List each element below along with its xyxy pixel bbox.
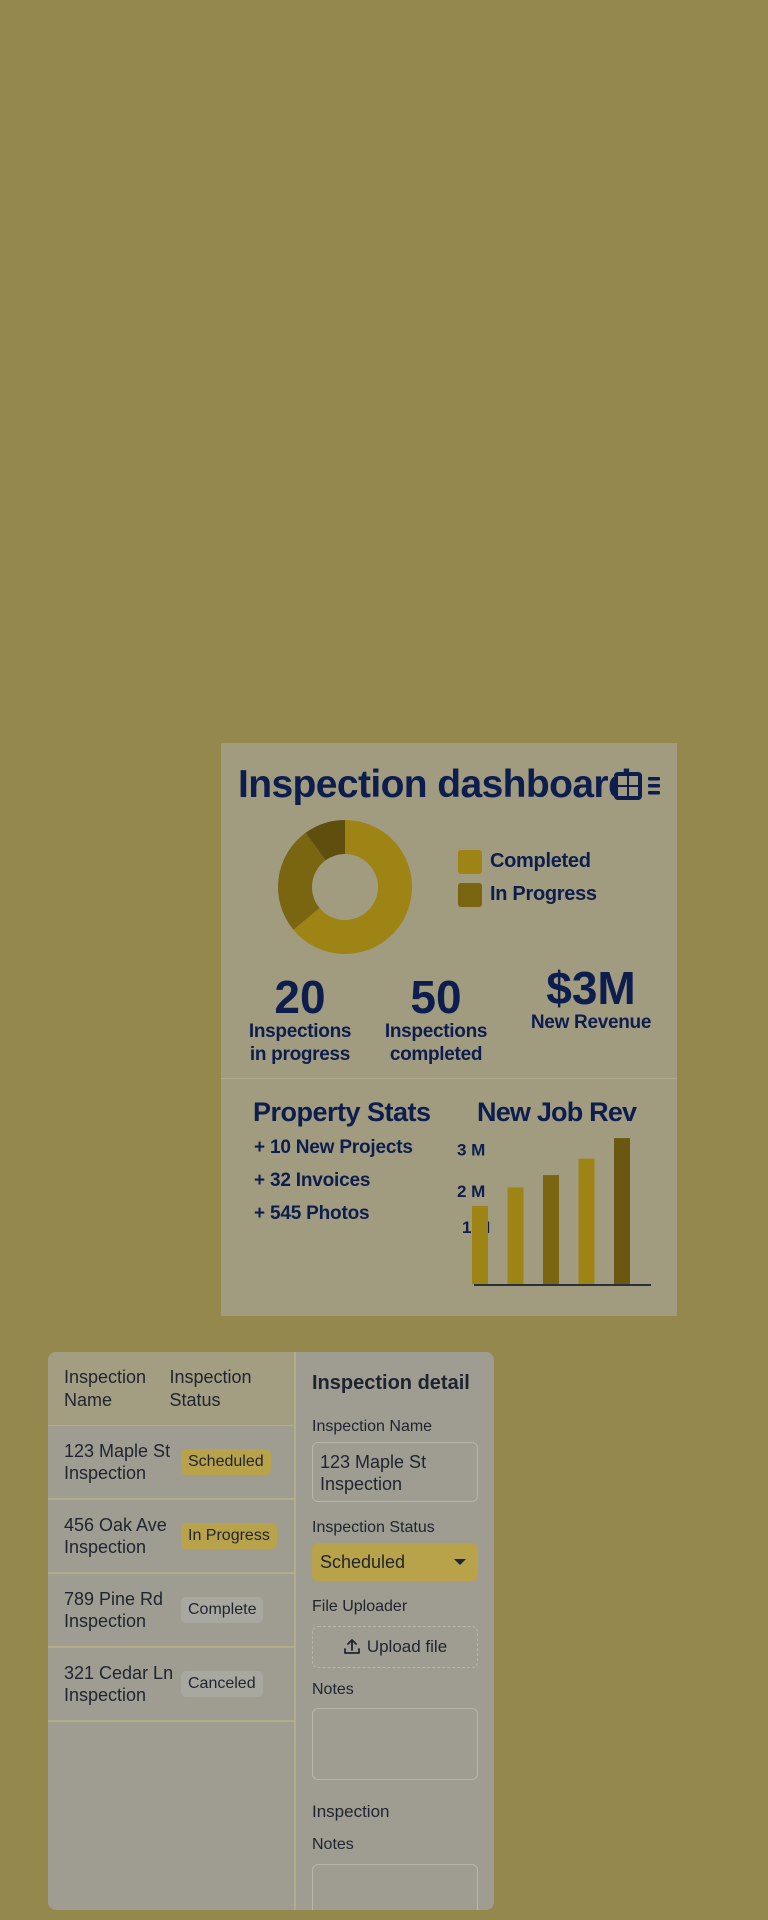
- y-tick-label: 2 M: [457, 1182, 485, 1201]
- detail-title: Inspection detail: [312, 1372, 470, 1394]
- status-badge: In Progress: [181, 1523, 277, 1549]
- revenue-bar: [472, 1205, 488, 1284]
- table-header: Inspection Name Inspection Status: [48, 1352, 294, 1426]
- status-badge: Scheduled: [181, 1449, 271, 1475]
- inspection-name-cell: 789 Pine Rd Inspection: [64, 1589, 164, 1631]
- legend-swatch-completed: [458, 849, 482, 874]
- table-row[interactable]: 321 Cedar Ln Inspection Canceled: [48, 1648, 294, 1722]
- notes-label: Notes: [312, 1681, 354, 1698]
- donut-legend: Completed In Progress: [458, 845, 597, 911]
- stat-value: 20: [274, 971, 326, 1023]
- legend-item-completed: Completed: [458, 845, 597, 878]
- legend-swatch-in-progress: [458, 882, 482, 907]
- notes-label-2: Notes: [312, 1836, 354, 1853]
- table-row[interactable]: 123 Maple St Inspection Scheduled: [48, 1426, 294, 1500]
- notes-textarea[interactable]: [312, 1708, 478, 1780]
- property-stat-item: + 32 Invoices: [254, 1170, 371, 1191]
- chevron-down-icon: [454, 1559, 466, 1565]
- stat-value: 50: [410, 971, 462, 1023]
- property-stat-item: + 10 New Projects: [254, 1137, 413, 1158]
- legend-label: Completed: [490, 850, 591, 872]
- column-header-status[interactable]: Inspection Status: [169, 1367, 252, 1410]
- donut-slice-other: [305, 820, 345, 861]
- table-row[interactable]: 789 Pine Rd Inspection Complete: [48, 1574, 294, 1648]
- inspection-status-select[interactable]: Scheduled: [312, 1543, 478, 1581]
- inspection-name-cell: 123 Maple St Inspection: [64, 1441, 171, 1483]
- stat-revenue: $3M New Revenue: [521, 965, 661, 1034]
- status-select-value: Scheduled: [320, 1552, 406, 1572]
- inspection-section-label: Inspection: [312, 1802, 390, 1821]
- donut-slice-completed: [293, 820, 412, 954]
- section-divider: [221, 1078, 677, 1079]
- dashboard-grid-icon[interactable]: [614, 772, 662, 800]
- inspection-table: Inspection Name Inspection Status 123 Ma…: [48, 1352, 294, 1910]
- property-stats-list: + 10 New Projects + 32 Invoices + 545 Ph…: [254, 1137, 413, 1236]
- legend-label: In Progress: [490, 883, 597, 905]
- new-job-rev-bar-chart: 1 M2 M3 M: [457, 1138, 651, 1286]
- inspection-name-field[interactable]: 123 Maple St Inspection: [312, 1442, 478, 1502]
- donut-slice-in-progress: [278, 832, 326, 930]
- stat-in-progress: 20 Inspections in progress: [235, 974, 365, 1066]
- new-job-rev-title: New Job Rev: [477, 1097, 637, 1127]
- inspection-name-cell: 456 Oak Ave Inspection: [64, 1515, 167, 1557]
- y-tick-label: 3 M: [457, 1141, 485, 1160]
- upload-file-button[interactable]: Upload file: [312, 1626, 478, 1668]
- stat-value: $3M: [546, 962, 636, 1014]
- stat-label: completed: [389, 1044, 483, 1065]
- panel-divider: [294, 1352, 296, 1910]
- inspection-status-label: Inspection Status: [312, 1519, 435, 1536]
- column-header-name[interactable]: Inspection Name: [64, 1367, 147, 1410]
- stat-label: in progress: [249, 1044, 351, 1065]
- stat-label: Inspections: [384, 1021, 488, 1042]
- upload-button-label: Upload file: [366, 1637, 448, 1656]
- revenue-bar: [614, 1138, 630, 1284]
- property-stat-item: + 545 Photos: [254, 1203, 370, 1224]
- upload-icon: [343, 1639, 360, 1654]
- inspection-dashboard-card: Inspection dashboard Completed In Progre…: [221, 743, 677, 1316]
- inspection-name-label: Inspection Name: [312, 1418, 433, 1435]
- notes-textarea-2[interactable]: [312, 1864, 478, 1910]
- revenue-bar: [543, 1175, 559, 1284]
- inspection-list-panel: Inspection Name Inspection Status 123 Ma…: [48, 1352, 494, 1910]
- stat-label: Inspections: [248, 1021, 352, 1042]
- revenue-bar: [507, 1187, 524, 1284]
- table-row[interactable]: 456 Oak Ave Inspection In Progress: [48, 1500, 294, 1574]
- property-stats-title: Property Stats: [253, 1097, 431, 1127]
- revenue-bar: [578, 1158, 595, 1284]
- stat-label: New Revenue: [530, 1012, 652, 1033]
- file-uploader-label: File Uploader: [312, 1598, 408, 1615]
- inspection-name-cell: 321 Cedar Ln Inspection: [64, 1663, 174, 1705]
- stat-completed: 50 Inspections completed: [371, 974, 501, 1066]
- dashboard-title: Inspection dashboard: [238, 763, 632, 806]
- status-badge: Complete: [181, 1597, 264, 1623]
- status-donut-chart: [278, 820, 412, 954]
- legend-item-in-progress: In Progress: [458, 878, 597, 911]
- status-badge: Canceled: [181, 1671, 263, 1697]
